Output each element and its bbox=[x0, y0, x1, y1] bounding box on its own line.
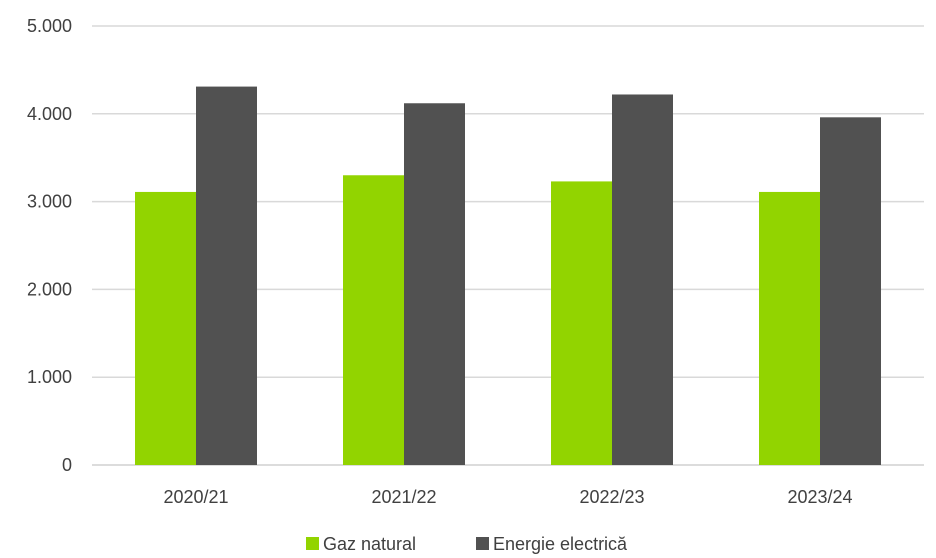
x-tick-label: 2022/23 bbox=[579, 487, 644, 507]
y-tick-label: 3.000 bbox=[27, 192, 72, 212]
bar-gaz-natural bbox=[759, 191, 820, 465]
bar-energie-electrica bbox=[820, 117, 881, 465]
legend-label: Energie electrică bbox=[493, 534, 628, 554]
legend: Gaz natural Energie electrică bbox=[306, 534, 628, 554]
y-tick-label: 5.000 bbox=[27, 16, 72, 36]
y-tick-label: 0 bbox=[62, 455, 72, 475]
y-tick-label: 4.000 bbox=[27, 104, 72, 124]
legend-swatch bbox=[306, 537, 319, 550]
bar-energie-electrica bbox=[196, 86, 257, 465]
x-tick-label: 2021/22 bbox=[371, 487, 436, 507]
y-axis: 0 1.000 2.000 3.000 4.000 5.000 bbox=[27, 16, 72, 475]
bar-gaz-natural bbox=[343, 175, 404, 465]
bar-gaz-natural bbox=[551, 181, 612, 465]
bar-energie-electrica bbox=[404, 103, 465, 465]
bar-energie-electrica bbox=[612, 94, 673, 465]
y-tick-label: 2.000 bbox=[27, 279, 72, 299]
x-tick-label: 2020/21 bbox=[163, 487, 228, 507]
x-tick-label: 2023/24 bbox=[787, 487, 852, 507]
legend-swatch bbox=[476, 537, 489, 550]
bars bbox=[135, 86, 881, 465]
y-tick-label: 1.000 bbox=[27, 367, 72, 387]
x-axis: 2020/21 2021/22 2022/23 2023/24 bbox=[163, 487, 852, 507]
bar-gaz-natural bbox=[135, 191, 196, 465]
legend-label: Gaz natural bbox=[323, 534, 416, 554]
